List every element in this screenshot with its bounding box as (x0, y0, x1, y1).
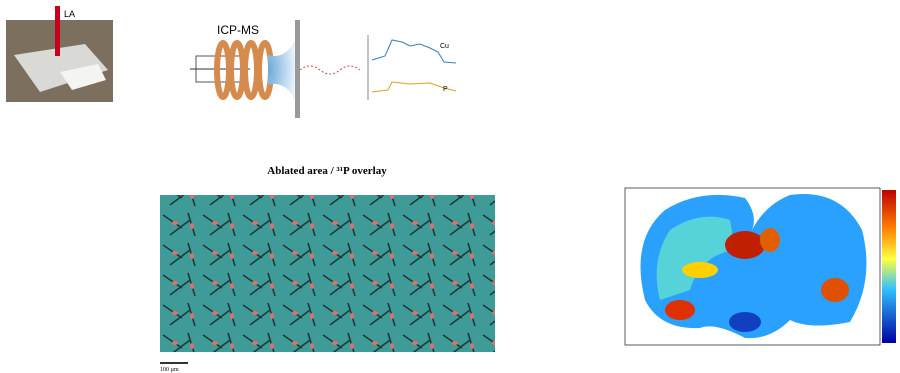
p-label: P (443, 86, 448, 93)
overlay-image (160, 195, 495, 352)
figure: LA ICP-MS Cu P Ablated area / ³¹P overla… (0, 0, 900, 373)
icp-label: ICP-MS (217, 23, 259, 37)
cu-label: Cu (440, 43, 449, 50)
la-photo: LA (6, 6, 113, 102)
heatmap (625, 188, 896, 345)
panel-title: Ablated area / ³¹P overlay (267, 165, 387, 177)
la-label: LA (64, 9, 75, 19)
icp-ms-diagram: ICP-MS Cu P (190, 20, 456, 118)
scale-bar-label: 100 µm (160, 367, 179, 373)
laser (55, 6, 60, 56)
